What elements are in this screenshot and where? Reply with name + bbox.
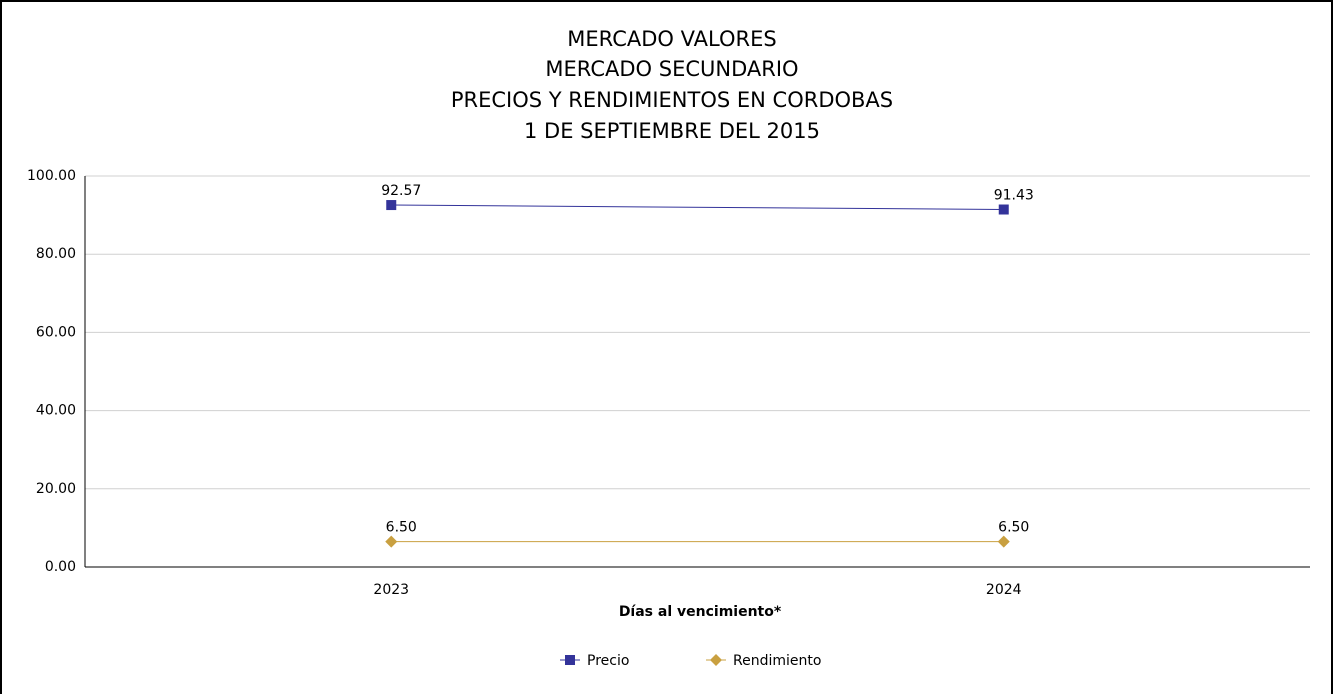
data-label: 6.50 [386, 520, 417, 536]
legend-label: Rendimiento [733, 653, 821, 669]
marker [997, 535, 1010, 548]
x-axis-label: Días al vencimiento* [619, 604, 782, 620]
series-line [391, 204, 1004, 211]
y-tick-label: 60.00 [36, 324, 76, 340]
marker [386, 200, 397, 211]
y-tick-label: 100.00 [27, 168, 76, 184]
data-label: 6.50 [998, 520, 1029, 536]
legend-label: Precio [587, 653, 629, 669]
x-tick-label: 2024 [986, 582, 1022, 598]
chart-title: MERCADO VALORES [567, 27, 776, 51]
y-tick-label: 40.00 [36, 403, 76, 419]
chart-title: PRECIOS Y RENDIMIENTOS EN CORDOBAS [451, 88, 893, 112]
marker [998, 204, 1009, 215]
y-tick-label: 0.00 [45, 559, 76, 575]
chart-title: 1 DE SEPTIEMBRE DEL 2015 [524, 119, 820, 143]
marker [385, 535, 398, 548]
y-tick-label: 80.00 [36, 246, 76, 262]
marker [710, 654, 722, 666]
chart-title: MERCADO SECUNDARIO [545, 57, 798, 81]
y-tick-label: 20.00 [36, 481, 76, 497]
data-label: 92.57 [381, 183, 421, 199]
x-tick-label: 2023 [373, 582, 409, 598]
data-label: 91.43 [994, 188, 1034, 204]
marker [565, 655, 575, 665]
